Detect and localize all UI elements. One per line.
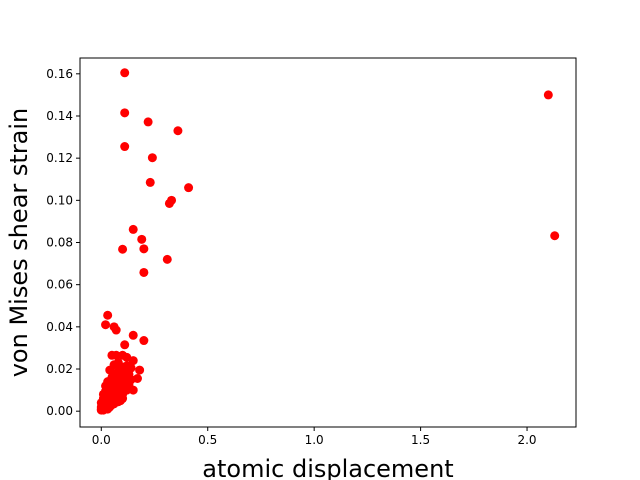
data-point (139, 336, 149, 346)
data-point (107, 377, 117, 387)
data-point (139, 267, 149, 277)
data-point (101, 320, 111, 330)
y-tick-label: 0.08 (46, 236, 73, 250)
y-tick-label: 0.06 (46, 278, 73, 292)
y-axis-label: von Mises shear strain (5, 108, 33, 378)
x-tick-label: 1.0 (305, 433, 324, 447)
data-point (120, 362, 130, 372)
x-axis-ticks: 0.0 0.5 1.0 1.5 2.0 (92, 427, 537, 447)
x-tick-label: 0.5 (198, 433, 217, 447)
data-point (145, 177, 155, 187)
data-point (143, 117, 153, 127)
data-points (96, 68, 560, 415)
x-tick-label: 1.5 (411, 433, 430, 447)
x-axis-label: atomic displacement (202, 455, 453, 480)
data-point (120, 108, 130, 118)
y-tick-label: 0.10 (46, 193, 73, 207)
y-tick-label: 0.02 (46, 362, 73, 376)
data-point (120, 142, 130, 152)
data-point (184, 183, 194, 193)
y-axis-ticks: 0.00 0.02 0.04 0.06 0.08 0.10 0.12 0.14 0.16 (46, 67, 80, 418)
x-tick-label: 0.0 (92, 433, 111, 447)
data-point (543, 90, 553, 100)
data-point (120, 68, 130, 78)
data-point (173, 126, 183, 136)
data-point (128, 224, 138, 234)
data-point (103, 389, 113, 399)
data-point (128, 385, 138, 395)
y-tick-label: 0.16 (46, 67, 73, 81)
y-tick-label: 0.14 (46, 109, 73, 123)
data-point (162, 254, 172, 264)
data-point (103, 310, 113, 320)
data-point (111, 368, 121, 378)
data-point (128, 356, 138, 366)
data-point (550, 231, 560, 241)
data-point (120, 340, 130, 350)
x-tick-label: 2.0 (517, 433, 536, 447)
y-tick-label: 0.04 (46, 320, 73, 334)
data-point (137, 234, 147, 244)
data-point (122, 370, 132, 380)
data-point (139, 244, 149, 254)
data-point (118, 394, 128, 404)
data-point (128, 330, 138, 340)
y-tick-label: 0.00 (46, 404, 73, 418)
data-point (147, 153, 157, 163)
data-point (118, 244, 128, 254)
data-point (164, 198, 174, 208)
y-tick-label: 0.12 (46, 151, 73, 165)
data-point (111, 325, 121, 335)
data-point (135, 365, 145, 375)
data-point (111, 350, 121, 360)
